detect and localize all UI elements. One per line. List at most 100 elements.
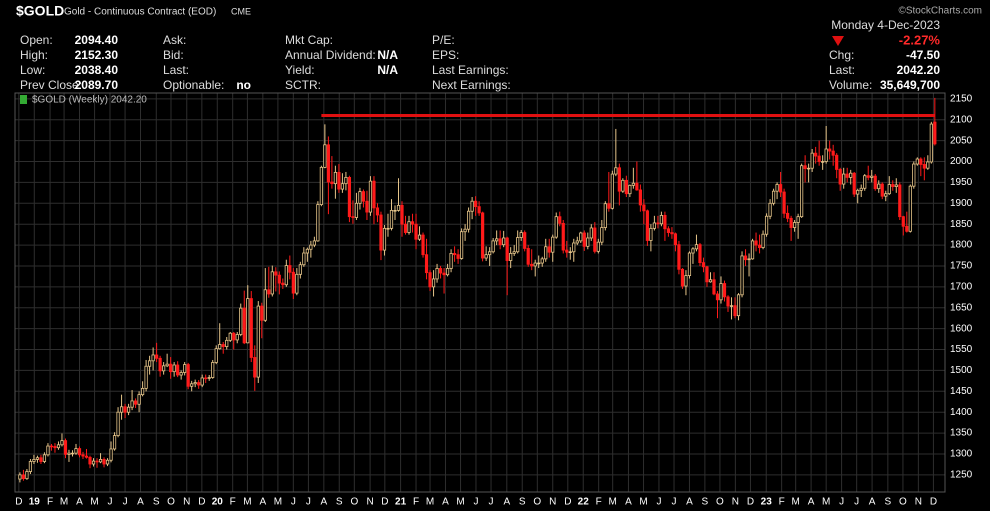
candle-body: [379, 214, 383, 251]
quote-label: Ask:: [163, 33, 186, 47]
y-tick-label: 2100: [950, 114, 973, 125]
x-tick-label: A: [137, 497, 144, 508]
candle-body: [361, 191, 366, 202]
candle-body: [670, 232, 674, 235]
candle-body: [323, 144, 327, 168]
candle-body: [281, 282, 285, 286]
candle-body: [302, 252, 306, 266]
candle-body: [109, 448, 113, 461]
subtitle: Gold - Continuous Contract (EOD): [64, 7, 216, 18]
x-tick-label: F: [230, 497, 236, 508]
candle-body: [449, 253, 453, 269]
candle-body: [729, 305, 734, 307]
x-tick-label: 20: [212, 497, 224, 508]
candle-body: [691, 248, 695, 254]
x-tick-label: S: [336, 497, 343, 508]
candle-body: [579, 232, 583, 242]
quote-value: 2089.70: [75, 78, 119, 92]
candle-body: [225, 339, 229, 348]
x-tick-label: A: [808, 497, 815, 508]
candle-body: [603, 203, 607, 228]
candle-body: [133, 400, 138, 405]
candle-body: [49, 445, 54, 448]
candle-body: [565, 249, 569, 253]
candle-body: [309, 244, 313, 250]
candle-body: [509, 253, 513, 261]
candle-body: [32, 459, 36, 462]
candle-body: [102, 459, 106, 465]
candle-body: [491, 240, 495, 253]
candle-body: [291, 271, 295, 294]
candle-body: [123, 406, 127, 413]
candle-body: [351, 216, 355, 218]
candle-body: [849, 172, 853, 178]
candle-body: [428, 272, 432, 288]
candle-body: [659, 215, 664, 225]
candle-body: [680, 268, 685, 287]
candle-body: [600, 227, 604, 243]
candle-body: [642, 204, 646, 212]
exchange: CME: [231, 6, 251, 16]
candle-body: [793, 222, 797, 228]
quote-label: P/E:: [432, 33, 455, 47]
candle-body: [842, 173, 846, 185]
candle-body: [596, 241, 600, 252]
candle-body: [382, 227, 387, 251]
candle-body: [288, 265, 292, 273]
candle-body: [477, 206, 481, 214]
candle-body: [922, 164, 926, 169]
candle-body: [757, 244, 762, 248]
x-tick-label: A: [260, 497, 267, 508]
candle-body: [410, 221, 415, 225]
candle-body: [652, 222, 656, 229]
candle-body: [232, 332, 236, 341]
quote-label: EPS:: [432, 48, 459, 62]
candle-body: [610, 173, 614, 209]
quote-value: N/A: [377, 63, 398, 77]
candle-body: [614, 167, 618, 175]
quote-label: Optionable:: [163, 78, 224, 92]
candle-body: [754, 240, 758, 246]
candle-body: [891, 184, 895, 187]
candle-body: [176, 364, 180, 376]
x-tick-label: D: [198, 497, 205, 508]
quote-label: Annual Dividend:: [285, 48, 376, 62]
candle-body: [887, 184, 891, 195]
candle-body: [435, 268, 439, 280]
candle-body: [347, 176, 352, 218]
y-tick-label: 1500: [950, 365, 973, 376]
quote-label: Last Earnings:: [432, 63, 509, 77]
candle-body: [512, 251, 516, 254]
candle-body: [424, 254, 429, 274]
candle-body: [81, 454, 85, 457]
date: Monday 4-Dec-2023: [831, 18, 940, 32]
x-tick-label: N: [366, 497, 373, 508]
y-tick-label: 1250: [950, 470, 973, 481]
candle-body: [193, 382, 197, 385]
x-tick-label: N: [549, 497, 556, 508]
x-tick-label: M: [426, 497, 434, 508]
x-tick-label: M: [60, 497, 68, 508]
candle-body: [246, 298, 250, 344]
candle-body: [821, 161, 825, 163]
candle-body: [645, 210, 649, 241]
candle-body: [761, 233, 765, 248]
x-tick-label: O: [899, 497, 907, 508]
candle-body: [694, 244, 699, 250]
candle-body: [140, 387, 145, 396]
x-tick-label: J: [854, 497, 859, 508]
candle-body: [558, 216, 562, 224]
quote-value: 2038.40: [75, 63, 119, 77]
candle-body: [295, 273, 299, 294]
quote-label: Next Earnings:: [432, 78, 511, 92]
candle-body: [319, 166, 323, 205]
y-tick-label: 2000: [950, 156, 973, 167]
candle-body: [84, 455, 89, 458]
x-tick-label: M: [90, 497, 98, 508]
candle-body: [638, 189, 642, 206]
candle-body: [126, 406, 131, 413]
candle-body: [547, 246, 551, 253]
candle-body: [894, 184, 898, 187]
candle-body: [389, 210, 394, 229]
